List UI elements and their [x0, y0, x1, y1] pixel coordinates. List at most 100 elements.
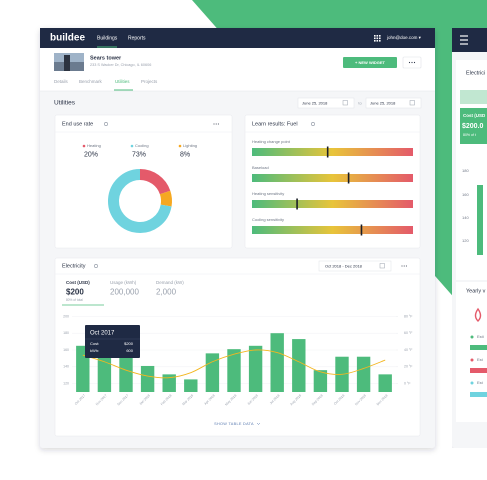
tooltip-label: kWh: — [90, 348, 99, 353]
stat-value[interactable]: $200 — [66, 288, 84, 297]
side-legend: Esti — [477, 334, 484, 339]
settings-icon[interactable] — [104, 122, 108, 126]
settings-icon[interactable] — [311, 122, 315, 126]
stat-label[interactable]: Usage (kWh) — [110, 280, 137, 285]
bar — [313, 370, 328, 392]
date-separator: to — [358, 100, 362, 105]
marker — [347, 172, 350, 184]
stat-label[interactable]: Cost (USD) — [66, 280, 90, 285]
y2-tick-label: 0 °F — [404, 382, 410, 386]
more-icon[interactable] — [401, 265, 407, 267]
gradient-bar — [252, 226, 413, 234]
bar — [270, 333, 284, 392]
value-label: 8% — [180, 151, 190, 158]
donut-segment — [159, 190, 172, 207]
legend-dot — [470, 335, 474, 339]
legend-label: Lighting — [183, 143, 197, 148]
bar — [356, 356, 371, 392]
building-thumbnail-tower — [64, 55, 70, 71]
nav-link[interactable]: Buildings — [97, 35, 118, 41]
y2-tick-label: 60 °F — [404, 331, 412, 335]
tab[interactable]: Benchmark — [79, 79, 103, 84]
card-title: End use rate — [62, 121, 93, 127]
range-select[interactable] — [318, 260, 392, 272]
stat-label[interactable]: Demand (kW) — [156, 280, 184, 285]
marker — [296, 198, 298, 210]
side-bar — [477, 185, 483, 255]
side-axis-label: 180 — [462, 168, 469, 173]
navbar — [40, 28, 435, 48]
tab[interactable]: Details — [54, 79, 69, 84]
bar — [140, 365, 155, 392]
gradient-bar — [252, 148, 413, 156]
y2-tick-label: 80 °F — [404, 314, 412, 318]
learn-bars: Heating change point Baseload Heating sens… — [252, 139, 413, 236]
settings-icon[interactable] — [94, 264, 98, 268]
gradient-bar — [252, 174, 413, 182]
bar — [227, 349, 241, 392]
user-menu[interactable]: john@doe.com ▾ — [386, 35, 422, 40]
date-input[interactable] — [297, 97, 355, 109]
tooltip: Oct 2017 Cost: $200 kWh: 600 — [85, 325, 140, 358]
y-tick-label: 160 — [63, 348, 69, 352]
side-title: Electrici — [466, 70, 485, 76]
side-stat — [460, 108, 487, 144]
side-bar — [470, 392, 487, 397]
calendar-icon — [409, 100, 415, 106]
y2-tick-label: 40 °F — [404, 348, 412, 352]
logo[interactable]: buildee — [50, 33, 85, 44]
show-table-link[interactable]: SHOW TABLE DATA — [214, 422, 254, 426]
marker — [360, 224, 363, 236]
side-axis-label: 140 — [462, 215, 469, 220]
tooltip-box — [85, 325, 140, 358]
new-widget-button[interactable] — [343, 57, 397, 68]
more-icon[interactable] — [408, 61, 416, 64]
tooltip-label: Cost: — [90, 341, 99, 346]
side-legend: Est — [477, 380, 484, 385]
side-stat-value: $200.0 — [462, 123, 484, 130]
gradient-bar — [252, 200, 413, 208]
building-name: Sears tower — [90, 55, 122, 61]
calendar-icon — [342, 100, 348, 106]
bar — [184, 379, 198, 392]
date-input[interactable] — [365, 97, 422, 109]
more-icon[interactable] — [213, 123, 219, 125]
electricity-chart: 120 140 160 180 200 0 °F 20 °F 40 °F 60 °F 80 °F O… — [63, 314, 412, 406]
side-stat-note: 80% of t — [463, 133, 476, 137]
side-axis-label: 120 — [462, 238, 469, 243]
hamburger-icon[interactable] — [460, 35, 468, 45]
legend-dot — [470, 358, 474, 362]
section-title: Utilities — [54, 100, 76, 107]
calendar-icon — [379, 263, 385, 269]
tab[interactable]: Projects — [141, 79, 158, 84]
side-header — [452, 28, 487, 52]
y2-tick-label: 20 °F — [404, 365, 412, 369]
stat-value[interactable]: 200,000 — [110, 288, 139, 297]
stat-note: 80% of total — [66, 298, 83, 302]
chevron-icon[interactable] — [256, 422, 261, 425]
stat-value[interactable]: 2,000 — [156, 288, 177, 297]
side-bar — [470, 368, 487, 373]
bar — [378, 374, 392, 392]
date-from[interactable]: June 25, 2018 — [302, 100, 328, 105]
tooltip-value: $200 — [124, 341, 134, 346]
legend-dot — [470, 381, 474, 385]
bar — [248, 345, 263, 392]
nav-link[interactable]: Reports — [128, 35, 146, 41]
drop-icon — [474, 307, 482, 322]
apps-icon[interactable] — [374, 35, 381, 42]
date-to[interactable]: June 25, 2018 — [370, 100, 396, 105]
learn-label: Heating sensitivity — [252, 191, 284, 196]
side-axis-label: 160 — [462, 192, 469, 197]
new-widget-label[interactable]: + NEW WIDGET — [355, 60, 385, 65]
tab-active[interactable]: Utilities — [115, 79, 130, 84]
range-label[interactable]: Oct 2018 - Dec 2018 — [325, 263, 363, 268]
y-tick-label: 180 — [63, 331, 69, 335]
y-tick-label: 200 — [63, 314, 69, 318]
y-tick-label: 120 — [63, 382, 69, 386]
tooltip-value: 600 — [126, 348, 133, 353]
card-title: Electricity — [62, 263, 86, 269]
bar — [205, 353, 220, 392]
learn-label: Cooling sensitivity — [252, 217, 284, 222]
